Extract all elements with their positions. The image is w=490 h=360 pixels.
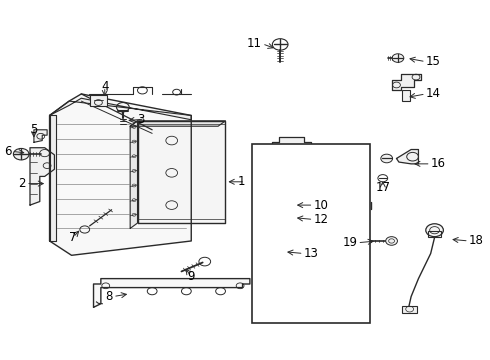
Text: 10: 10: [314, 199, 328, 212]
Text: 4: 4: [101, 80, 108, 93]
Circle shape: [392, 54, 404, 62]
Circle shape: [426, 224, 443, 237]
Text: 3: 3: [138, 113, 145, 126]
Text: 9: 9: [188, 270, 195, 283]
Polygon shape: [392, 74, 421, 90]
Circle shape: [13, 148, 29, 160]
Circle shape: [381, 154, 392, 163]
Bar: [402, 306, 417, 313]
Polygon shape: [130, 121, 225, 126]
Text: 13: 13: [304, 247, 318, 260]
Polygon shape: [396, 149, 418, 164]
Circle shape: [386, 237, 397, 245]
Polygon shape: [94, 279, 250, 307]
Text: 14: 14: [426, 87, 441, 100]
Text: 19: 19: [343, 236, 357, 249]
Text: 18: 18: [469, 234, 484, 247]
Text: 11: 11: [247, 37, 262, 50]
Text: 15: 15: [426, 55, 441, 68]
Bar: [277, 144, 306, 155]
Bar: [279, 166, 304, 171]
Polygon shape: [34, 130, 47, 142]
Text: 2: 2: [19, 177, 26, 190]
Polygon shape: [138, 121, 225, 223]
Polygon shape: [130, 121, 138, 228]
Text: 6: 6: [4, 145, 11, 158]
Text: 8: 8: [106, 290, 113, 303]
Text: 12: 12: [314, 213, 328, 226]
Bar: [252, 144, 369, 323]
Polygon shape: [30, 148, 54, 205]
Bar: [282, 167, 301, 194]
Text: 16: 16: [431, 157, 446, 170]
Bar: [402, 90, 410, 101]
Polygon shape: [272, 137, 311, 157]
Polygon shape: [49, 116, 56, 241]
Text: 7: 7: [69, 231, 77, 244]
Circle shape: [267, 230, 282, 241]
Text: 17: 17: [375, 181, 391, 194]
Polygon shape: [49, 94, 191, 255]
Bar: [428, 231, 441, 237]
Text: 5: 5: [30, 123, 38, 136]
Polygon shape: [49, 98, 191, 120]
Text: 1: 1: [238, 175, 245, 188]
Bar: [90, 95, 107, 106]
